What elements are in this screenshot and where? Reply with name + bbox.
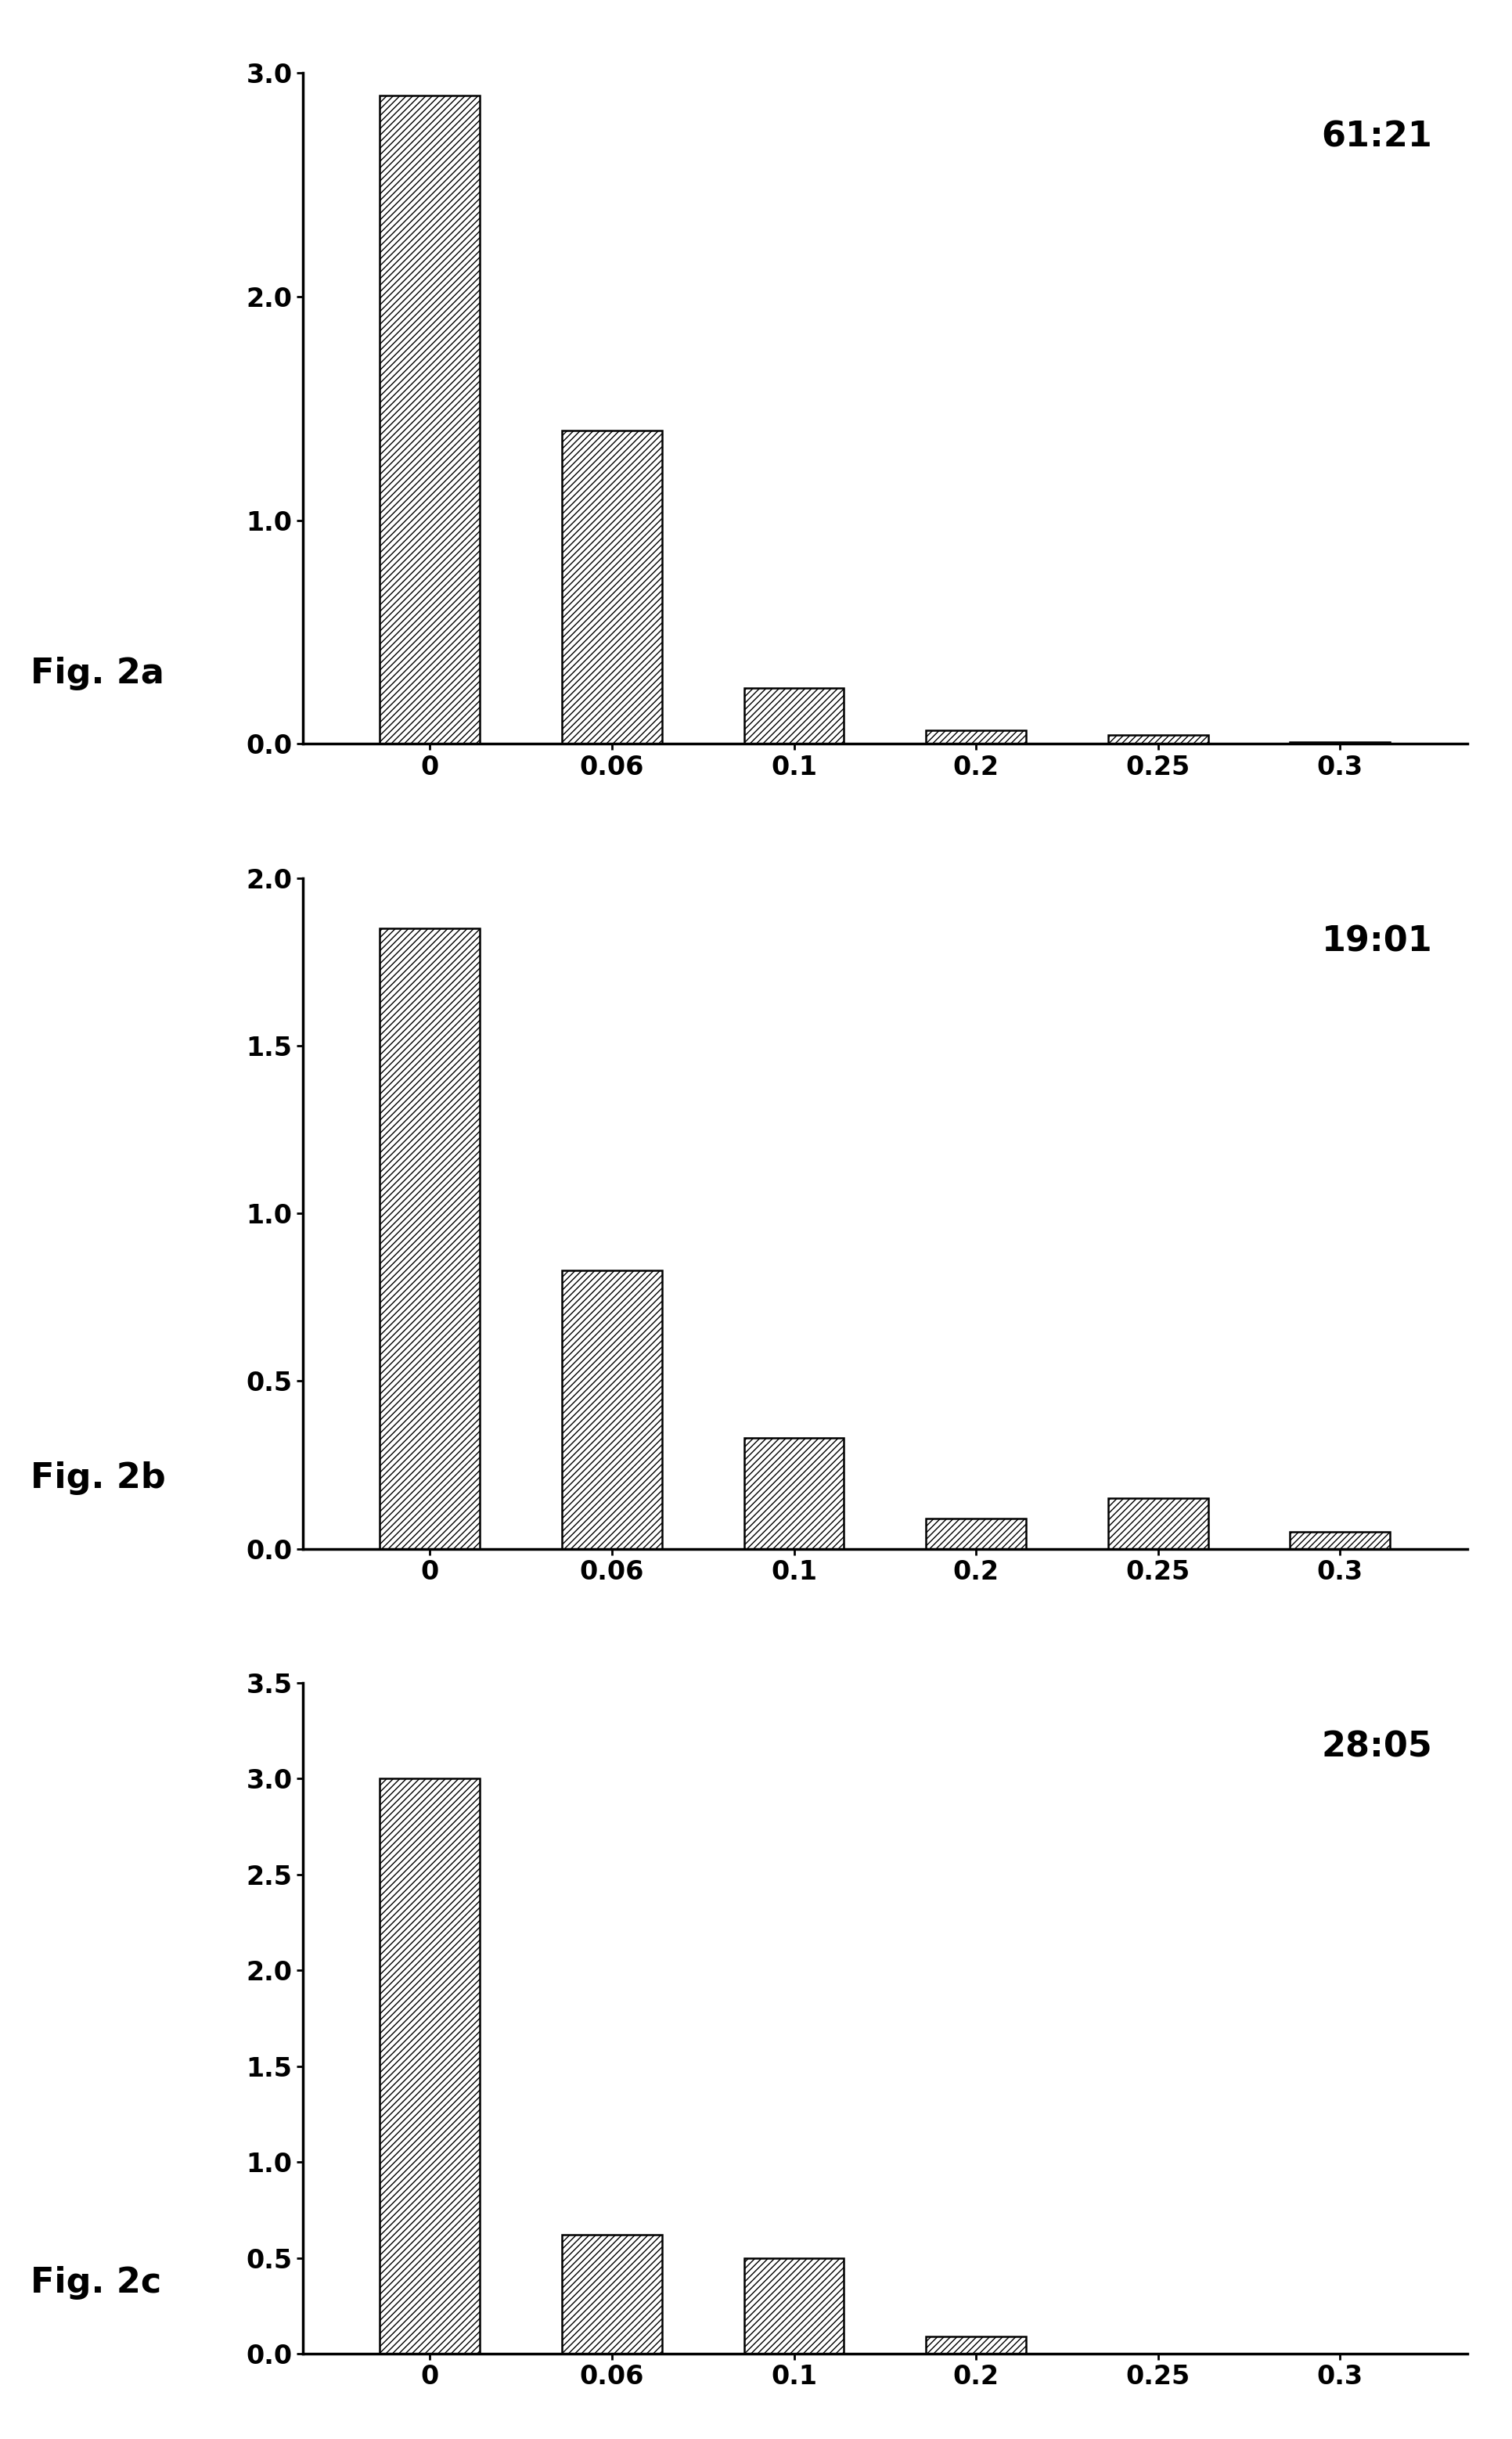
- Bar: [380, 95, 479, 744]
- Bar: [744, 1439, 844, 1549]
- Bar: [925, 1519, 1025, 1549]
- Text: Fig. 2c: Fig. 2c: [30, 2266, 162, 2300]
- Bar: [380, 929, 479, 1549]
- Bar: [380, 1778, 479, 2354]
- Bar: [925, 2337, 1025, 2354]
- Text: Fig. 2a: Fig. 2a: [30, 656, 163, 690]
- Bar: [744, 2259, 844, 2354]
- Bar: [1290, 1532, 1390, 1549]
- Text: Fig. 2b: Fig. 2b: [30, 1461, 165, 1495]
- Text: 61:21: 61:21: [1321, 120, 1432, 154]
- Bar: [1107, 734, 1208, 744]
- Text: 19:01: 19:01: [1321, 924, 1432, 959]
- Bar: [561, 1271, 662, 1549]
- Bar: [744, 688, 844, 744]
- Bar: [925, 732, 1025, 744]
- Text: 28:05: 28:05: [1321, 1729, 1432, 1763]
- Bar: [561, 2234, 662, 2354]
- Bar: [1107, 1498, 1208, 1549]
- Bar: [561, 432, 662, 744]
